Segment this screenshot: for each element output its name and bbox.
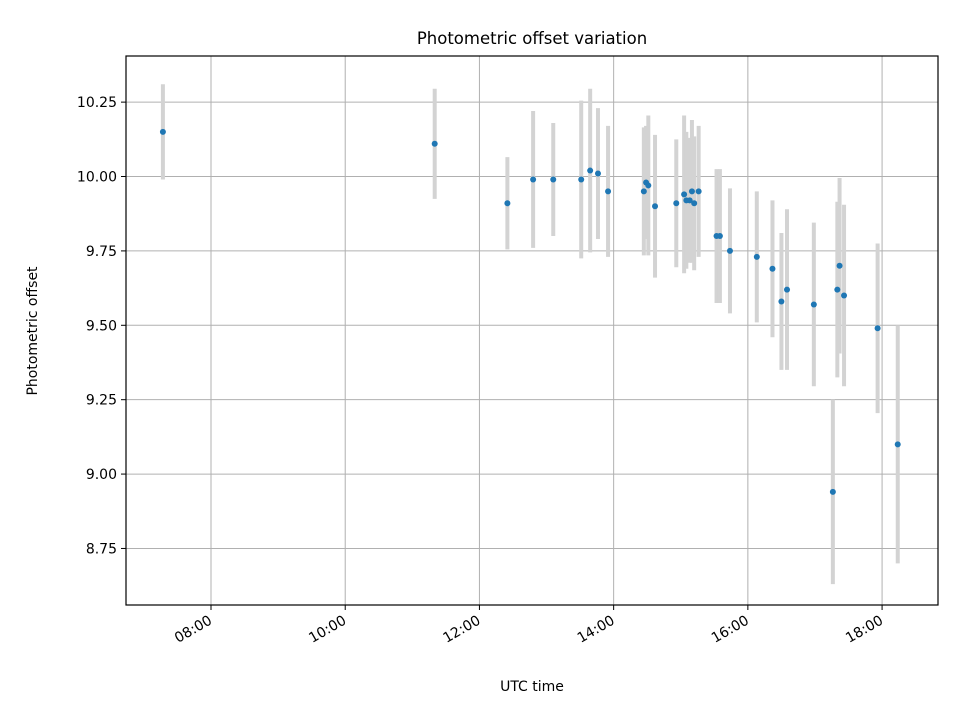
data-point: [837, 263, 843, 269]
data-point: [578, 176, 584, 182]
data-point: [530, 176, 536, 182]
data-point: [641, 188, 647, 194]
data-point: [727, 248, 733, 254]
x-axis-label: UTC time: [500, 679, 564, 695]
data-point: [691, 200, 697, 206]
y-axis-label: Photometric offset: [25, 266, 41, 396]
chart: Photometric offset variation 08:00 10:00 1…: [0, 0, 960, 720]
data-point: [830, 489, 836, 495]
data-point: [595, 171, 601, 177]
figure-background: [0, 0, 960, 720]
data-point: [432, 141, 438, 147]
data-point: [784, 287, 790, 293]
data-point: [811, 301, 817, 307]
y-tick-label: 9.50: [86, 318, 117, 334]
data-point: [689, 188, 695, 194]
y-tick-label: 9.75: [86, 244, 117, 260]
data-point: [673, 200, 679, 206]
data-point: [696, 188, 702, 194]
y-tick-label: 8.75: [86, 541, 117, 557]
y-tick-label: 10.25: [77, 95, 117, 111]
y-tick-label: 9.25: [86, 393, 117, 409]
data-point: [769, 266, 775, 272]
y-tick-label: 9.00: [86, 467, 117, 483]
data-point: [754, 254, 760, 260]
data-point: [587, 168, 593, 174]
chart-title: Photometric offset variation: [417, 29, 647, 48]
data-point: [717, 233, 723, 239]
data-point: [550, 176, 556, 182]
data-point: [895, 441, 901, 447]
y-tick-label: 10.00: [77, 170, 117, 186]
data-point: [875, 325, 881, 331]
data-point: [681, 191, 687, 197]
data-point: [504, 200, 510, 206]
data-point: [834, 287, 840, 293]
data-point: [841, 293, 847, 299]
data-point: [652, 203, 658, 209]
data-point: [645, 182, 651, 188]
data-point: [160, 129, 166, 135]
data-point: [605, 188, 611, 194]
data-point: [778, 298, 784, 304]
